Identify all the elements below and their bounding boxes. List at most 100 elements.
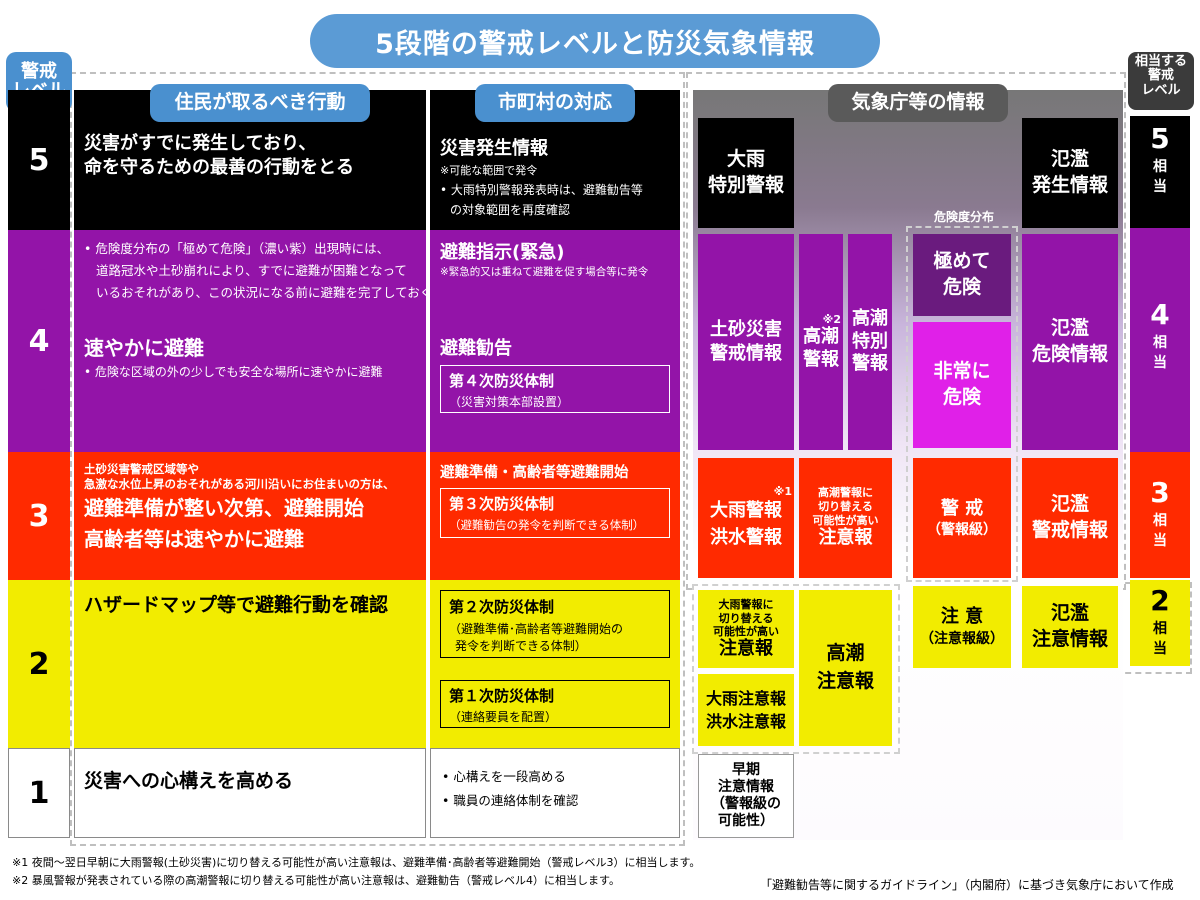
muni-l5-note: ※可能な範囲で発令 — [440, 162, 537, 178]
early-warning-l1: 早期 — [732, 762, 760, 779]
warning-level-l2: （警報級） — [927, 521, 997, 541]
jma-header: 気象庁等の情報 — [828, 84, 1008, 122]
flood-danger-l2: 危険情報 — [1032, 342, 1108, 368]
equiv-2-num: 2 — [1130, 584, 1190, 618]
surge-adv-l2: 注意報 — [817, 668, 874, 696]
level-3-number: 3 — [8, 452, 70, 580]
muni-l5-title: 災害発生情報 — [440, 134, 548, 160]
surge-advisory-switch: 高潮警報に 切り替える 可能性が高い 注意報 — [799, 458, 892, 578]
equiv-5-s2: 当 — [1130, 176, 1190, 196]
early-warning-l4: 可能性） — [718, 813, 774, 830]
equiv-5-s1: 相 — [1130, 156, 1190, 176]
muni-l2-box1-title: 第２次防災体制 — [449, 596, 669, 617]
landslide-l2: 警戒情報 — [710, 342, 782, 366]
residents-l2-main: ハザードマップ等で避難行動を確認 — [84, 590, 388, 617]
muni-l4-title: 避難指示(緊急) — [440, 238, 564, 264]
muni-l2-box1-sub2: 発令を判断できる体制） — [449, 637, 669, 654]
surge-adv-switch-l1: 高潮警報に — [818, 486, 873, 500]
residents-l5-line2: 命を守るための最善の行動をとる — [84, 156, 354, 180]
caution-level-l1: 注 意 — [941, 605, 983, 629]
flood-occurrence-l1: 氾濫 — [1051, 147, 1089, 173]
storm-surge-special-l3: 警報 — [852, 353, 888, 376]
warning-level-l1: 警 戒 — [941, 496, 983, 521]
footnote-1: ※1 夜間～翌日早朝に大雨警報(土砂災害)に切り替える可能性が高い注意報は、避難… — [12, 854, 700, 870]
surge-adv-switch-l4: 注意報 — [819, 527, 873, 550]
storm-surge-warning: ※2 高潮 警報 — [799, 234, 843, 450]
equiv-level-2: 2 相 当 — [1130, 580, 1190, 666]
residents-l3-main1: 避難準備が整い次第、避難開始 — [84, 493, 364, 524]
heavy-rain-warn-l2: 洪水警報 — [710, 524, 782, 551]
equiv-level-3: 3 相 当 — [1130, 452, 1190, 578]
landslide-warning-info: 土砂災害 警戒情報 — [698, 234, 794, 450]
rain-flood-adv-l2: 洪水注意報 — [706, 710, 786, 733]
equiv-level-5: 5 相 当 — [1130, 116, 1190, 228]
flood-warning-info: 氾濫 警戒情報 — [1022, 458, 1118, 578]
residents-header: 住民が取るべき行動 — [150, 84, 370, 122]
residents-l1-main: 災害への心構えを高める — [84, 766, 293, 793]
very-danger-l1: 非常に — [933, 359, 990, 385]
residents-l5-text: 災害がすでに発生しており、 命を守るための最善の行動をとる — [84, 132, 354, 181]
rain-flood-adv-l1: 大雨注意報 — [706, 687, 786, 710]
residents-l3-small1: 土砂災害警戒区域等や — [84, 462, 395, 477]
surge-adv-l1: 高潮 — [826, 640, 864, 668]
residents-l3-main: 避難準備が整い次第、避難開始 高齢者等は速やかに避難 — [84, 493, 364, 555]
early-warning-l3: （警報級の — [711, 796, 781, 813]
caution-level-distribution: 注 意 （注意報級） — [913, 586, 1011, 668]
residents-level-1 — [74, 748, 426, 838]
level-2-number: 2 — [8, 580, 70, 748]
heavy-rain-special-l2: 特別警報 — [708, 173, 784, 199]
muni-l5-bullet2: の対象範囲を再度確認 — [440, 200, 643, 220]
flood-warn-l1: 氾濫 — [1051, 492, 1089, 518]
storm-surge-warn-mark: ※2 — [823, 313, 841, 327]
heavy-rain-flood-warning: ※1 大雨警報 洪水警報 — [698, 458, 794, 578]
muni-l5-bullets: • 大雨特別警報発表時は、避難勧告等 の対象範囲を再度確認 — [440, 180, 643, 221]
storm-surge-warn-l2: 警報 — [803, 349, 839, 372]
extreme-danger-l1: 極めて — [933, 249, 990, 275]
residents-l4-note: • 危険度分布の「極めて危険」（濃い紫）出現時には、 道路冠水や土砂崩れにより、… — [84, 238, 432, 304]
municipality-header: 市町村の対応 — [475, 84, 635, 122]
muni-l4-note: ※緊急的又は重ねて避難を促す場合等に発令 — [440, 264, 648, 279]
equiv-2-s2: 当 — [1130, 638, 1190, 658]
very-danger-l2: 危険 — [943, 385, 981, 411]
risk-map-label: 危険度分布 — [912, 208, 1016, 225]
flood-caution-l1: 氾濫 — [1051, 601, 1089, 627]
muni-l3-title: 避難準備・高齢者等避難開始 — [440, 461, 629, 482]
flood-danger-l1: 氾濫 — [1051, 316, 1089, 342]
muni-l4-box-title: 第４次防災体制 — [449, 370, 669, 391]
flood-caution-info: 氾濫 注意情報 — [1022, 586, 1118, 668]
residents-l3-small: 土砂災害警戒区域等や 急激な水位上昇のおそれがある河川沿いにお住まいの方は、 — [84, 462, 395, 492]
landslide-l1: 土砂災害 — [710, 318, 782, 342]
residents-l4-main: 速やかに避難 — [84, 332, 204, 361]
muni-l2-box1-sub1: （避難準備･高齢者等避難開始の — [449, 620, 669, 637]
equiv-4-s1: 相 — [1130, 332, 1190, 352]
muni-l2-box2-title: 第１次防災体制 — [449, 685, 669, 706]
rain-adv-switch-l4: 注意報 — [719, 638, 773, 660]
residents-l5-line1: 災害がすでに発生しており、 — [84, 132, 354, 156]
equiv-3-s2: 当 — [1130, 530, 1190, 550]
extreme-danger-l2: 危険 — [943, 275, 981, 301]
rain-adv-switch-l1: 大雨警報に — [719, 598, 774, 611]
level-1-number: 1 — [8, 748, 70, 838]
muni-l3-box-title: 第３次防災体制 — [449, 493, 669, 514]
muni-l3-box-sub: （避難勧告の発令を判断できる体制） — [449, 517, 669, 533]
muni-l3-box: 第３次防災体制 （避難勧告の発令を判断できる体制） — [440, 488, 670, 538]
storm-surge-warn-l1: 高潮 — [803, 326, 839, 349]
storm-surge-special-l1: 高潮 — [852, 308, 888, 331]
equiv-4-num: 4 — [1130, 298, 1190, 332]
muni-l1-bullet1: • 心構えを一段高める — [442, 765, 578, 789]
equiv-5-num: 5 — [1130, 122, 1190, 156]
residents-l3-small2: 急激な水位上昇のおそれがある河川沿いにお住まいの方は、 — [84, 477, 395, 492]
heavy-rain-special-warning: 大雨 特別警報 — [698, 118, 794, 228]
footnote-2: ※2 暴風警報が発表されている際の高潮警報に切り替える可能性が高い注意報は、避難… — [12, 872, 620, 888]
page-title: 5段階の警戒レベルと防災気象情報 — [310, 14, 880, 68]
surge-advisory: 高潮 注意報 — [799, 590, 892, 746]
early-warning-info: 早期 注意情報 （警報級の 可能性） — [698, 754, 794, 838]
equiv-header-line3: レベル — [1128, 84, 1194, 98]
residents-l4-sub: • 危険な区域の外の少しでも安全な場所に速やかに避難 — [84, 363, 383, 380]
equivalent-level-header: 相当する 警戒 レベル — [1128, 52, 1194, 110]
equiv-header-line2: 警戒 — [1128, 69, 1194, 83]
muni-l4-box-sub: （災害対策本部設置） — [449, 393, 669, 410]
extreme-danger: 極めて 危険 — [913, 234, 1011, 316]
muni-l4-title2: 避難勧告 — [440, 334, 512, 360]
rain-advisory-switch: 大雨警報に 切り替える 可能性が高い 注意報 — [698, 590, 794, 668]
